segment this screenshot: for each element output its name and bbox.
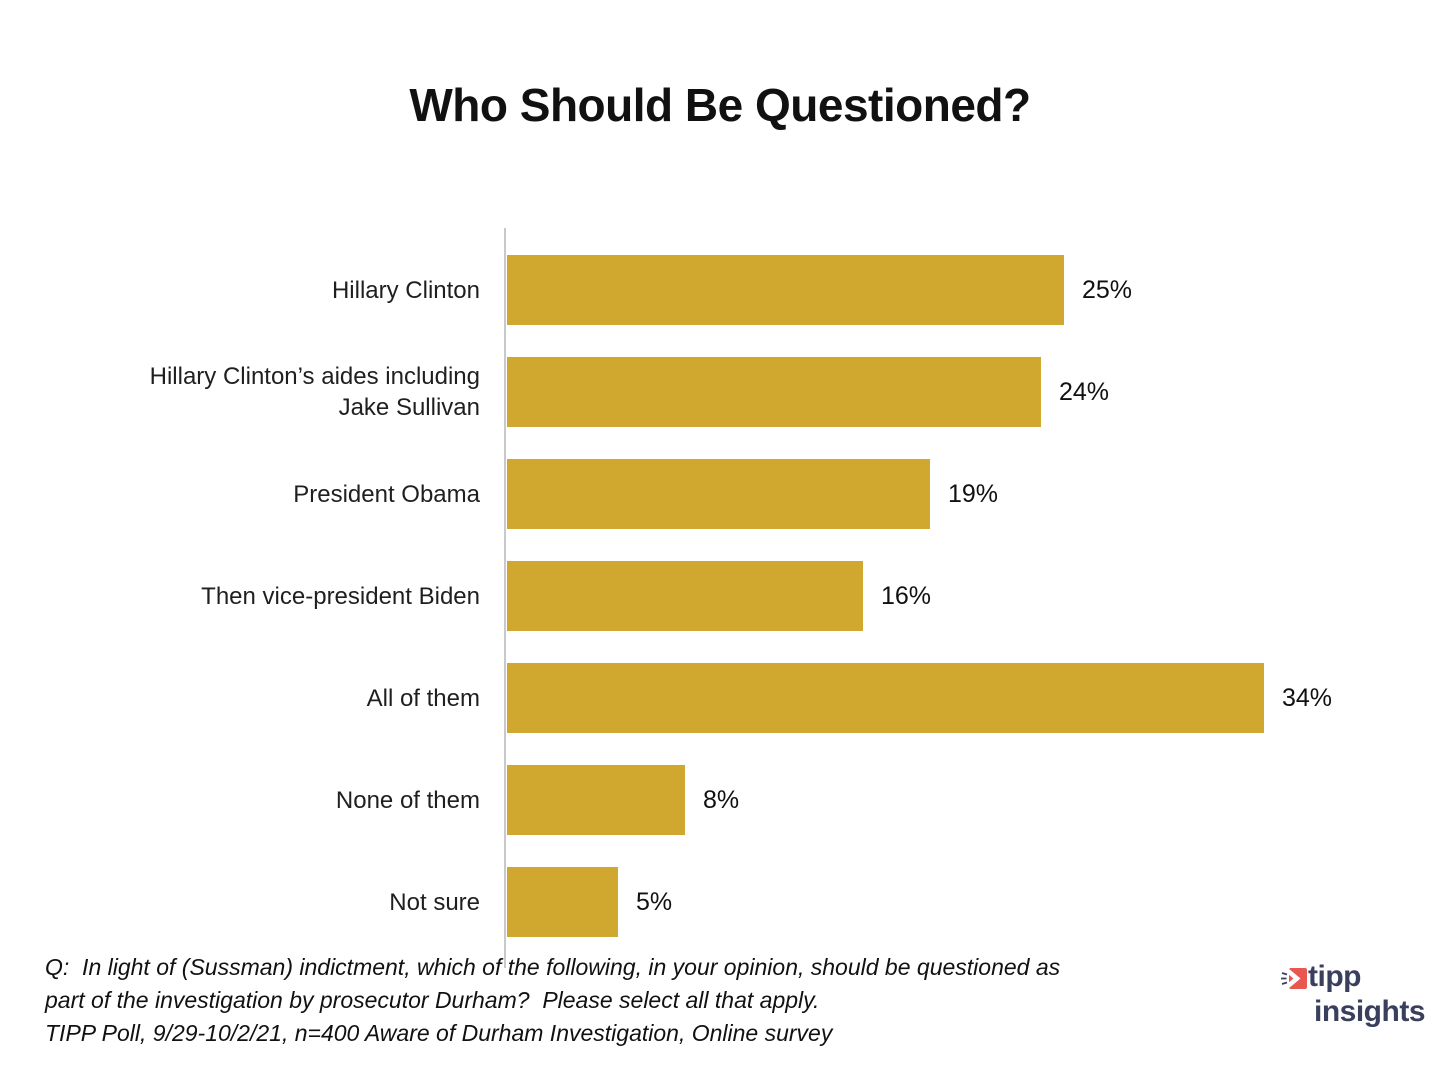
bar-row: Then vice-president Biden 16%: [45, 545, 1440, 647]
bar-track: 19%: [507, 459, 1440, 529]
bar-rows-container: Hillary Clinton 25% Hillary Clinton’s aide…: [45, 239, 1440, 953]
bar: [507, 357, 1041, 427]
value-label: 24%: [1059, 377, 1110, 406]
bar-row: Not sure 5%: [45, 851, 1440, 953]
bar: [507, 459, 930, 529]
category-label: President Obama: [293, 480, 480, 508]
value-label: 16%: [881, 581, 932, 610]
value-label: 34%: [1282, 683, 1333, 712]
category-label: Hillary Clinton: [331, 276, 480, 304]
value-label: 8%: [703, 785, 740, 814]
category-label: Hillary Clinton’s aides including Jake S…: [149, 363, 480, 421]
category-label: None of them: [335, 786, 480, 814]
bar-track: 5%: [507, 867, 1440, 937]
tipp-insights-logo: tipp insights: [1281, 960, 1426, 1028]
value-label: 5%: [636, 887, 673, 916]
bar-track: 16%: [507, 561, 1440, 631]
bar-track: 8%: [507, 765, 1440, 835]
value-label: 19%: [948, 479, 999, 508]
bar: [507, 561, 863, 631]
bar-track: 24%: [507, 357, 1440, 427]
bar-row: President Obama 19%: [45, 443, 1440, 545]
category-label: All of them: [366, 684, 480, 712]
chart-title: Who Should Be Questioned?: [409, 79, 1031, 131]
footnote-line-2: part of the investigation by prosecutor …: [45, 987, 820, 1013]
bar: [507, 867, 618, 937]
bar: [507, 255, 1064, 325]
value-label: 25%: [1082, 275, 1133, 304]
footnote-line-3: TIPP Poll, 9/29-10/2/21, n=400 Aware of …: [45, 1020, 833, 1046]
bar-row: Hillary Clinton 25%: [45, 239, 1440, 341]
category-label: Not sure: [389, 888, 480, 916]
bar-track: 25%: [507, 255, 1440, 325]
footnote-line-1: Q: In light of (Sussman) indictment, whi…: [45, 954, 1061, 980]
bar-row: Hillary Clinton’s aides including Jake S…: [45, 341, 1440, 443]
bar-row: All of them 34%: [45, 647, 1440, 749]
bar-row: None of them 8%: [45, 749, 1440, 851]
tipp-flag-icon: [1281, 965, 1308, 997]
category-label: Then vice-president Biden: [201, 582, 480, 610]
logo-word-tipp: tipp: [1308, 960, 1361, 993]
bar: [507, 765, 685, 835]
bar: [507, 663, 1264, 733]
footnote: Q: In light of (Sussman) indictment, whi…: [45, 951, 1165, 1050]
y-axis-line: [504, 228, 506, 968]
bar-track: 34%: [507, 663, 1440, 733]
logo-word-insights: insights: [1314, 995, 1426, 1028]
